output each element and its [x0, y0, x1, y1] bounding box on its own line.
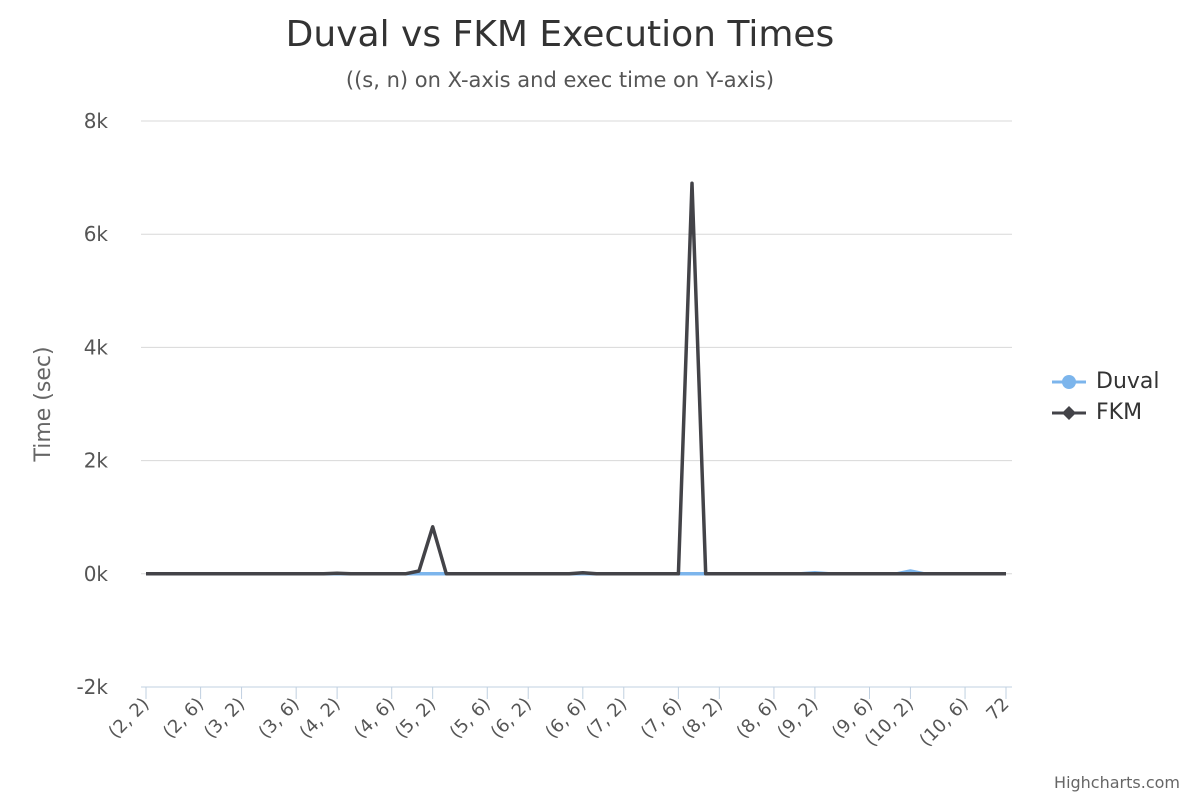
y-tick-label: 8k: [84, 109, 109, 133]
x-axis: (2, 2) (2, 6)(3, 2) (3, 6)(4, 2) (4, 6)(5, …: [104, 686, 1014, 751]
y-tick-label: 2k: [84, 449, 109, 473]
x-tick-label: (6, 6): [541, 694, 590, 743]
legend-label-duval: Duval: [1096, 369, 1160, 394]
x-tick-label: (9, 2): [773, 694, 822, 743]
chart-subtitle: ((s, n) on X-axis and exec time on Y-axi…: [345, 68, 775, 92]
y-tick-label: 4k: [84, 335, 109, 359]
x-tick-label: (5, 2): [391, 694, 440, 743]
x-tick-label: (2, 6): [159, 694, 208, 743]
x-tick-label: (2, 2): [104, 694, 153, 743]
legend-label-fkm: FKM: [1096, 400, 1143, 425]
x-tick-label: 72: [982, 694, 1013, 725]
legend: Duval FKM: [1052, 366, 1160, 428]
x-tick-label: (6, 2): [487, 694, 536, 743]
x-tick-label: (4, 2): [296, 694, 345, 743]
series-group: [146, 181, 1006, 576]
x-tick-label: (3, 6): [255, 694, 304, 743]
y-axis-label: Time (sec): [31, 346, 56, 462]
x-tick-label: (8, 2): [678, 694, 727, 743]
chart-title: Duval vs FKM Execution Times: [285, 14, 835, 55]
x-tick-label: (4, 6): [350, 694, 399, 743]
x-tick-label: (8, 6): [732, 694, 781, 743]
y-axis-tick-labels: -2k 0k 2k 4k 6k 8k: [76, 109, 108, 699]
y-tick-label: 6k: [84, 222, 109, 246]
x-tick-label: (7, 6): [637, 694, 686, 743]
y-tick-label: 0k: [84, 562, 109, 586]
x-tick-label: (3, 2): [200, 694, 249, 743]
y-tick-label: -2k: [76, 675, 108, 699]
legend-item-duval[interactable]: Duval: [1052, 366, 1160, 397]
diamond-marker-icon: [1052, 405, 1086, 420]
x-tick-label: (5, 6): [446, 694, 495, 743]
x-tick-label: (10, 6): [915, 694, 972, 751]
credits-link[interactable]: Highcharts.com: [1054, 773, 1180, 792]
series-line-fkm: [146, 181, 1006, 576]
x-tick-label: (7, 2): [582, 694, 631, 743]
circle-marker-icon: [1052, 374, 1086, 389]
grid-lines: [141, 120, 1012, 575]
legend-item-fkm[interactable]: FKM: [1052, 397, 1160, 428]
